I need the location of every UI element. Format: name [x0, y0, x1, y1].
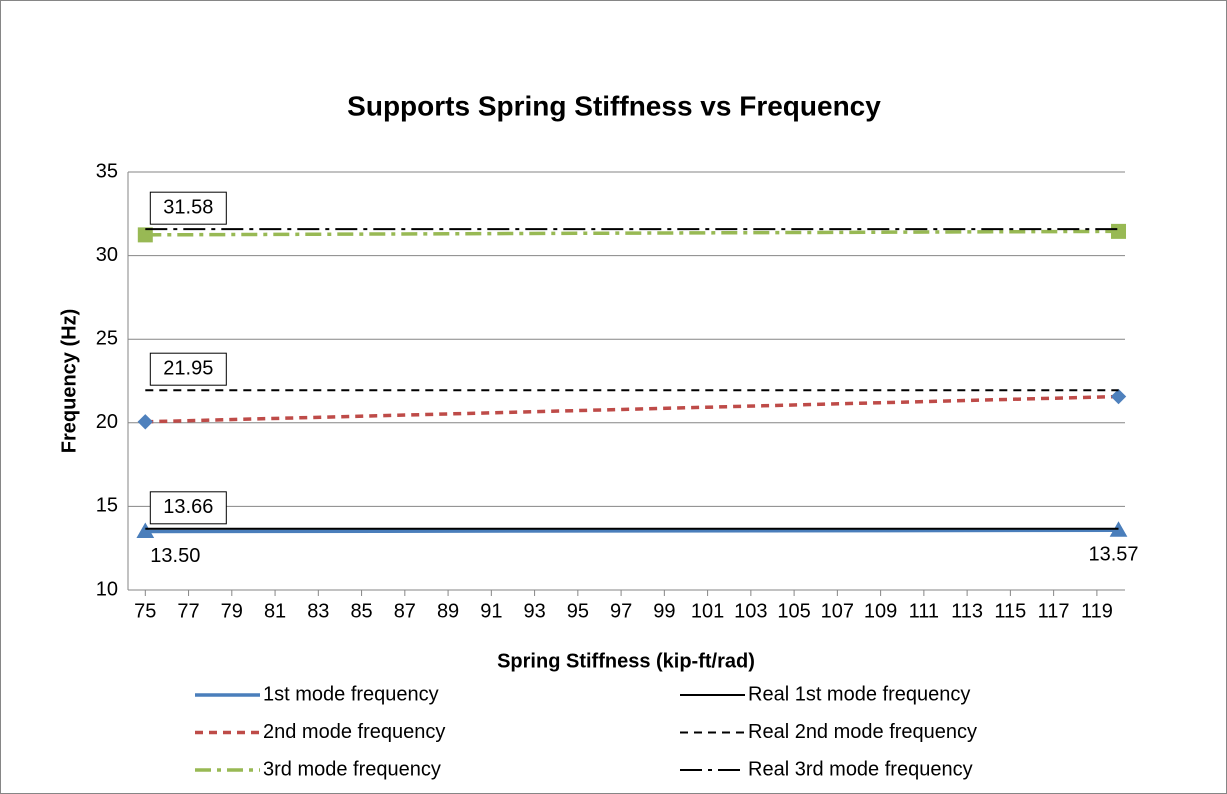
legend-label: 3rd mode frequency	[263, 758, 441, 780]
marker	[1111, 223, 1127, 239]
y-tick-label: 15	[96, 495, 118, 517]
x-tick-label: 83	[307, 600, 329, 622]
x-tick-label: 107	[821, 600, 854, 622]
x-tick-label: 89	[437, 600, 459, 622]
x-tick-label: 117	[1038, 600, 1070, 622]
y-tick-label: 25	[96, 327, 118, 349]
legend-label: Real 2nd mode frequency	[748, 721, 977, 743]
x-tick-label: 109	[864, 600, 897, 622]
y-tick-label: 35	[96, 160, 118, 182]
data-label: 21.95	[163, 357, 213, 379]
x-tick-label: 91	[480, 600, 502, 622]
legend-label: Real 1st mode frequency	[748, 683, 970, 705]
x-tick-label: 77	[177, 600, 199, 622]
legend-label: 1st mode frequency	[263, 683, 439, 705]
y-tick-label: 20	[96, 411, 118, 433]
label-box	[149, 352, 227, 386]
marker	[136, 522, 155, 538]
x-tick-label: 111	[909, 600, 939, 622]
series-line	[145, 528, 1119, 534]
x-tick-label: 97	[610, 600, 632, 622]
y-axis-label: Frequency (Hz)	[58, 309, 80, 453]
x-tick-label: 115	[994, 600, 1026, 622]
x-tick-label: 93	[523, 600, 545, 622]
legend-label: Real 3rd mode frequency	[748, 758, 973, 780]
marker	[1110, 388, 1127, 405]
marker	[137, 227, 153, 243]
data-label: 31.58	[163, 196, 213, 218]
x-tick-label: 119	[1081, 600, 1113, 622]
y-tick-label: 10	[96, 578, 118, 600]
marker	[137, 414, 154, 430]
chart-title: Supports Spring Stiffness vs Frequency	[347, 90, 881, 121]
x-tick-label: 85	[350, 600, 372, 622]
x-axis-label: Spring Stiffness (kip-ft/rad)	[497, 650, 755, 672]
x-tick-label: 105	[777, 600, 810, 622]
data-label: 13.57	[1089, 544, 1139, 566]
x-tick-label: 101	[691, 600, 724, 622]
legend-label: 2nd mode frequency	[263, 721, 445, 743]
label-box	[149, 491, 227, 525]
x-tick-label: 113	[951, 600, 983, 622]
x-tick-label: 87	[394, 600, 416, 622]
data-label: 13.66	[163, 496, 213, 518]
series-line	[145, 229, 1119, 237]
y-tick-label: 30	[96, 244, 118, 266]
x-tick-label: 75	[134, 600, 156, 622]
x-tick-label: 99	[653, 600, 675, 622]
x-tick-label: 79	[221, 600, 243, 622]
x-tick-label: 81	[264, 600, 286, 622]
data-label: 13.50	[150, 545, 200, 567]
label-box	[149, 191, 227, 225]
x-tick-label: 95	[567, 600, 589, 622]
x-tick-label: 103	[734, 600, 767, 622]
